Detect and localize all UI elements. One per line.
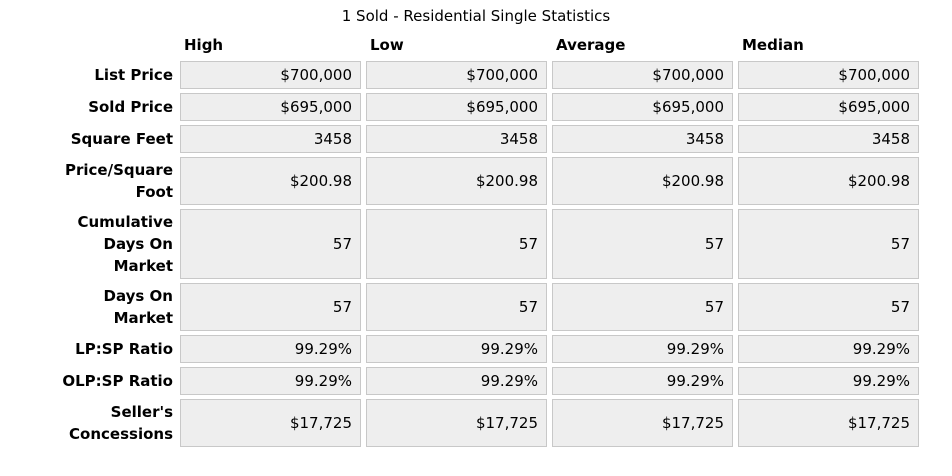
stat-cell: 57: [366, 209, 547, 279]
corner-spacer: [5, 33, 175, 57]
stat-cell: 3458: [180, 125, 361, 153]
stat-cell: $200.98: [366, 157, 547, 205]
stat-cell: 3458: [552, 125, 733, 153]
stat-cell: 57: [180, 283, 361, 331]
stat-cell: $200.98: [738, 157, 919, 205]
row-label: Sold Price: [88, 98, 173, 116]
stat-cell: 57: [366, 283, 547, 331]
stat-cell: $695,000: [366, 93, 547, 121]
stat-cell: $695,000: [738, 93, 919, 121]
stat-cell: 99.29%: [366, 367, 547, 395]
report-title: 1 Sold - Residential Single Statistics: [341, 7, 611, 25]
stat-cell: $700,000: [366, 61, 547, 89]
stat-cell: 3458: [738, 125, 919, 153]
stat-cell: $17,725: [366, 399, 547, 447]
table-row-list-price: List Price $700,000 $700,000 $700,000 $7…: [5, 61, 919, 89]
stat-cell: $695,000: [552, 93, 733, 121]
stat-cell: $700,000: [738, 61, 919, 89]
stat-cell: 99.29%: [738, 335, 919, 363]
table-row-sellers-concessions: Seller's Concessions $17,725 $17,725 $17…: [5, 399, 919, 447]
table-row-days-on-market: Days On Market 57 57 57 57: [5, 283, 919, 331]
row-label: Cumulative Days On Market: [77, 213, 173, 275]
stat-cell: $200.98: [552, 157, 733, 205]
stat-cell: 57: [738, 209, 919, 279]
table-row-olp-sp-ratio: OLP:SP Ratio 99.29% 99.29% 99.29% 99.29%: [5, 367, 919, 395]
row-label: OLP:SP Ratio: [62, 372, 173, 390]
stat-cell: $17,725: [738, 399, 919, 447]
stat-cell: 57: [552, 209, 733, 279]
table-row-price-per-square-foot: Price/Square Foot $200.98 $200.98 $200.9…: [5, 157, 919, 205]
stat-cell: 99.29%: [552, 335, 733, 363]
table-row-sold-price: Sold Price $695,000 $695,000 $695,000 $6…: [5, 93, 919, 121]
column-header-median: Median: [742, 36, 804, 54]
stat-cell: $700,000: [552, 61, 733, 89]
row-label: Square Feet: [70, 130, 173, 148]
stat-cell: $200.98: [180, 157, 361, 205]
stat-cell: $700,000: [180, 61, 361, 89]
column-header-high: High: [184, 36, 224, 54]
column-header-low: Low: [370, 36, 404, 54]
stat-cell: 57: [738, 283, 919, 331]
row-label: LP:SP Ratio: [75, 340, 173, 358]
table-row-cumulative-days-on-market: Cumulative Days On Market 57 57 57 57: [5, 209, 919, 279]
stat-cell: 99.29%: [180, 367, 361, 395]
stat-cell: $17,725: [552, 399, 733, 447]
stat-cell: 99.29%: [180, 335, 361, 363]
stat-cell: 57: [180, 209, 361, 279]
stat-cell: 99.29%: [738, 367, 919, 395]
row-label: List Price: [94, 66, 173, 84]
stat-cell: 99.29%: [366, 335, 547, 363]
stat-cell: $17,725: [180, 399, 361, 447]
stat-cell: 99.29%: [552, 367, 733, 395]
table-row-lp-sp-ratio: LP:SP Ratio 99.29% 99.29% 99.29% 99.29%: [5, 335, 919, 363]
stat-cell: $695,000: [180, 93, 361, 121]
row-label: Days On Market: [103, 287, 173, 327]
statistics-table: High Low Average Median List Price $700,…: [0, 29, 924, 451]
stat-cell: 3458: [366, 125, 547, 153]
row-label: Seller's Concessions: [69, 403, 173, 443]
row-label: Price/Square Foot: [65, 161, 173, 201]
table-row-square-feet: Square Feet 3458 3458 3458 3458: [5, 125, 919, 153]
stat-cell: 57: [552, 283, 733, 331]
header-row: High Low Average Median: [5, 33, 919, 57]
column-header-average: Average: [556, 36, 626, 54]
